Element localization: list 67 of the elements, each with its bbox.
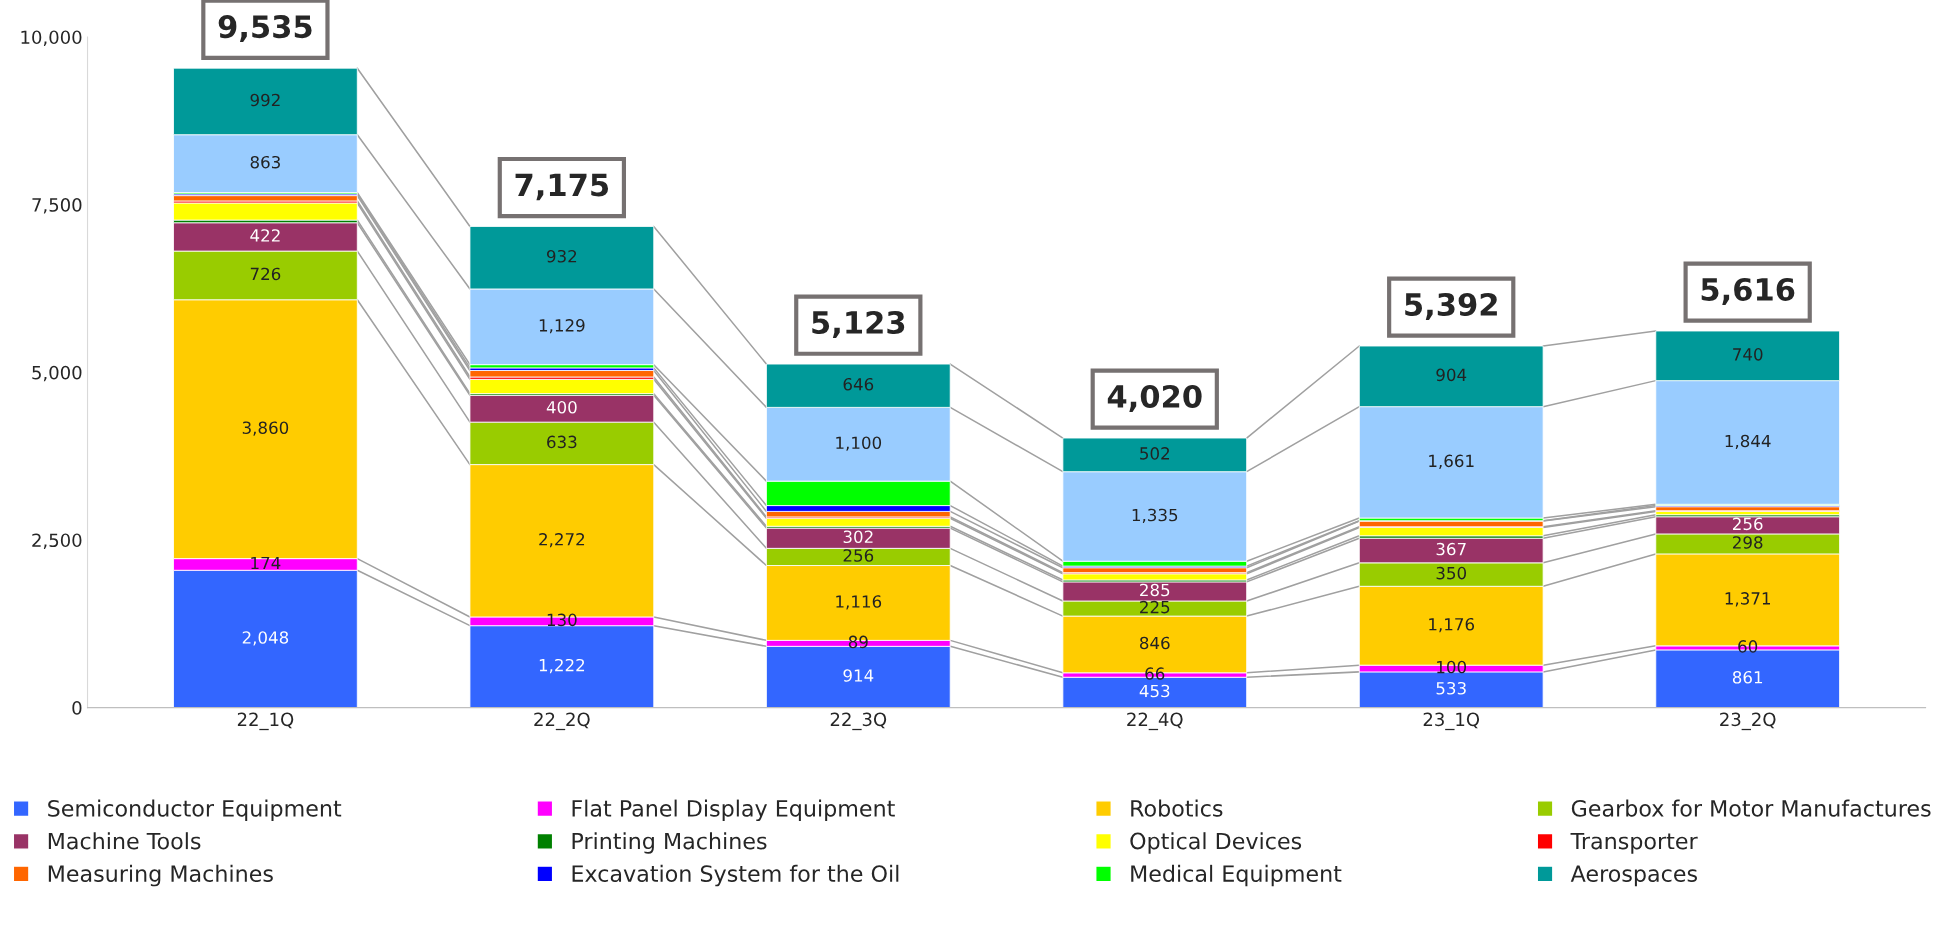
data-label: 1,844 (1725, 434, 1771, 449)
y-tick-label: 10,000 (21, 30, 82, 46)
total-label: 9,535 (218, 15, 312, 43)
data-label: 861 (1732, 670, 1763, 684)
data-label: 302 (843, 530, 873, 544)
data-label: 367 (1436, 542, 1466, 556)
data-label: 422 (250, 229, 280, 242)
total-label: 5,616 (1701, 277, 1795, 305)
legend-label: Printing Machines (572, 832, 767, 854)
data-label: 3,860 (242, 421, 289, 436)
legend-label: Medical Equipment (1131, 864, 1342, 887)
data-label: 1,335 (1132, 508, 1178, 523)
x-tick-label: 23_2Q (1720, 712, 1776, 731)
data-label: 1,176 (1429, 617, 1475, 633)
y-tick-label: 0 (72, 701, 82, 715)
y-tick-label: 5,000 (32, 365, 82, 382)
total-label: 5,123 (812, 310, 905, 338)
legend-label: Optical Devices (1130, 832, 1302, 854)
data-label: 992 (250, 93, 280, 107)
x-tick-label: 22_1Q (237, 712, 294, 731)
data-label: 932 (547, 249, 577, 263)
legend-label: Semiconductor Equipment (48, 799, 342, 822)
data-label: 904 (1436, 368, 1467, 382)
data-label: 1,661 (1429, 454, 1474, 469)
data-label: 256 (843, 549, 874, 562)
legend-label: Transporter (1570, 832, 1698, 854)
x-tick-label: 22_3Q (830, 712, 887, 731)
total-label: 5,392 (1405, 292, 1497, 320)
data-label: 740 (1733, 348, 1763, 361)
data-label: 1,100 (836, 436, 882, 451)
data-label: 633 (547, 435, 577, 449)
data-label: 846 (1139, 636, 1170, 650)
y-tick-label: 7,500 (32, 198, 82, 214)
x-tick-label: 23_1Q (1423, 712, 1480, 731)
total-label: 7,175 (515, 173, 609, 201)
data-label: 726 (250, 267, 281, 281)
data-label: 453 (1139, 684, 1170, 698)
data-label: 256 (1732, 517, 1763, 531)
data-label: 646 (843, 377, 874, 391)
legend-label: Excavation System for the Oil (572, 864, 899, 887)
legend-label: Gearbox for Motor Manufactures (1571, 799, 1931, 817)
legend-label: Aerospaces (1570, 865, 1697, 887)
data-label: 914 (843, 669, 874, 682)
x-tick-label: 22_4Q (1127, 712, 1183, 731)
legend-label: Machine Tools (48, 832, 201, 850)
data-label: 400 (546, 400, 577, 414)
data-label: 225 (1140, 600, 1170, 614)
data-label: 2,048 (242, 631, 289, 646)
legend-label: Measuring Machines (48, 864, 273, 887)
data-label: 1,129 (539, 319, 585, 334)
legend-label: Robotics (1131, 799, 1223, 817)
data-label: 2,272 (539, 533, 585, 548)
data-label: 285 (1140, 583, 1170, 597)
data-label: 863 (250, 155, 280, 169)
data-label: 533 (1436, 681, 1466, 695)
data-label: 350 (1436, 566, 1467, 580)
data-label: 1,222 (539, 658, 585, 674)
y-tick-label: 2,500 (32, 533, 82, 549)
data-label: 60 (1738, 640, 1758, 653)
data-label: 1,371 (1725, 592, 1770, 607)
data-label: 174 (251, 556, 281, 570)
data-label: 502 (1140, 447, 1169, 460)
data-label: 1,116 (836, 595, 882, 610)
legend-label: Flat Panel Display Equipment (572, 799, 895, 822)
data-label: 298 (1732, 536, 1763, 549)
total-label: 4,020 (1107, 384, 1202, 412)
x-tick-label: 22_2Q (534, 712, 590, 731)
